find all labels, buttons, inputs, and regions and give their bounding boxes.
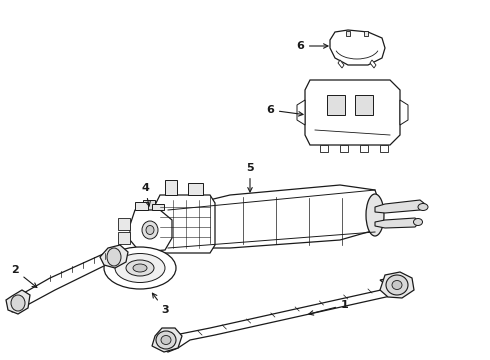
Polygon shape (360, 145, 368, 152)
Ellipse shape (418, 203, 428, 211)
Ellipse shape (160, 209, 176, 247)
Polygon shape (297, 100, 305, 125)
Polygon shape (165, 180, 177, 195)
Ellipse shape (104, 247, 176, 289)
Text: 4: 4 (141, 183, 150, 206)
Polygon shape (380, 145, 388, 152)
Polygon shape (143, 200, 155, 213)
Polygon shape (375, 218, 420, 228)
Text: 1: 1 (309, 300, 349, 315)
Text: 6: 6 (296, 41, 328, 51)
Polygon shape (152, 328, 182, 352)
Polygon shape (118, 232, 130, 244)
Polygon shape (327, 95, 345, 115)
Text: 5: 5 (246, 163, 254, 192)
Polygon shape (152, 204, 164, 210)
Polygon shape (165, 185, 380, 248)
Polygon shape (330, 30, 385, 65)
Text: 6: 6 (266, 105, 303, 116)
Ellipse shape (107, 248, 121, 266)
Polygon shape (346, 31, 350, 36)
Ellipse shape (115, 253, 165, 283)
Polygon shape (375, 200, 425, 213)
Ellipse shape (156, 331, 176, 349)
Polygon shape (355, 95, 373, 115)
Ellipse shape (161, 336, 171, 345)
Text: 2: 2 (11, 265, 37, 288)
Ellipse shape (133, 264, 147, 272)
Polygon shape (338, 60, 344, 68)
Ellipse shape (366, 194, 384, 236)
Ellipse shape (142, 221, 158, 239)
Ellipse shape (414, 219, 422, 225)
Polygon shape (143, 235, 155, 248)
Ellipse shape (11, 295, 25, 311)
Polygon shape (135, 202, 148, 210)
Polygon shape (305, 80, 400, 145)
Polygon shape (188, 183, 203, 195)
Ellipse shape (392, 280, 402, 289)
Ellipse shape (146, 225, 154, 234)
Polygon shape (155, 195, 215, 253)
Polygon shape (380, 272, 414, 298)
Polygon shape (364, 31, 368, 36)
Polygon shape (118, 218, 130, 230)
Polygon shape (100, 245, 128, 268)
Polygon shape (370, 60, 376, 68)
Ellipse shape (126, 260, 154, 276)
Polygon shape (320, 145, 328, 152)
Polygon shape (6, 290, 30, 314)
Ellipse shape (386, 275, 408, 295)
Polygon shape (130, 210, 172, 252)
Polygon shape (340, 145, 348, 152)
Polygon shape (158, 278, 398, 352)
Polygon shape (400, 100, 408, 125)
Polygon shape (10, 250, 112, 312)
Text: 3: 3 (152, 293, 169, 315)
